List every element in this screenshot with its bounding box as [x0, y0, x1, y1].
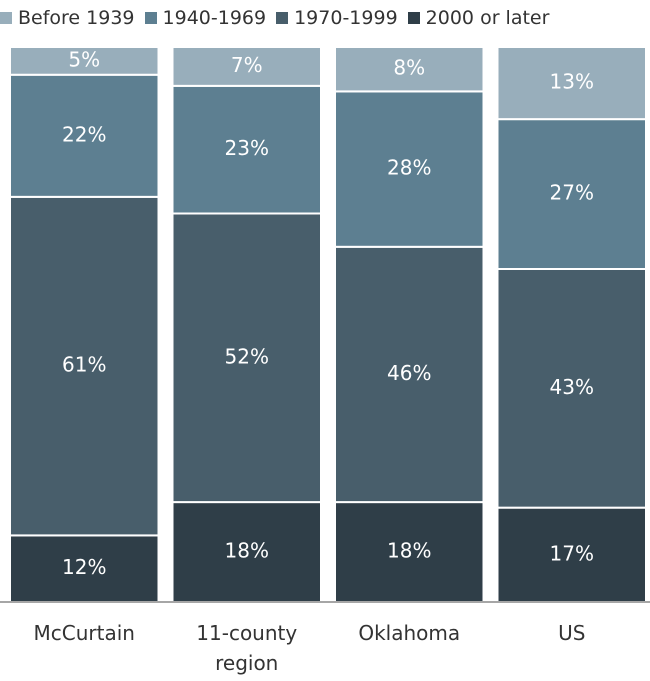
bar-segment: [9, 195, 160, 537]
bar-segment: [496, 118, 647, 271]
data-label: 22%: [62, 122, 106, 146]
data-label: 61%: [62, 353, 106, 377]
x-tick-label: 11-county region: [196, 621, 298, 675]
legend-label: 1970-1999: [294, 7, 398, 29]
legend-label: 1940-1969: [162, 7, 267, 29]
data-label: 28%: [387, 156, 431, 180]
data-label: 18%: [225, 539, 269, 563]
bar-segment: [171, 46, 322, 87]
data-label: 46%: [387, 361, 431, 385]
data-label: 8%: [393, 56, 425, 80]
bar-segment: [9, 46, 160, 76]
data-label: 43%: [550, 375, 594, 399]
bar-segment: [334, 46, 485, 93]
data-label: 52%: [225, 344, 269, 368]
data-label: 7%: [231, 53, 263, 77]
legend-swatch: [144, 12, 157, 24]
data-label: 18%: [387, 539, 431, 563]
bar-segment: [171, 84, 322, 215]
data-label: 23%: [225, 136, 269, 160]
legend-swatch: [407, 12, 420, 24]
data-label: 12%: [62, 555, 106, 579]
legend-item: 2000 or later: [407, 7, 550, 29]
bar-segment: [9, 73, 160, 198]
data-label: 17%: [550, 541, 594, 565]
data-label: 13%: [550, 70, 594, 94]
x-tick-label: Oklahoma: [358, 621, 461, 645]
bar-segment: [496, 506, 647, 603]
bar-segment: [496, 268, 647, 509]
bar-segment: [171, 501, 322, 604]
x-tick-label: McCurtain: [33, 621, 135, 645]
bar-segment: [496, 46, 647, 121]
bar-segment: [334, 90, 485, 248]
legend-item: 1970-1999: [276, 7, 398, 29]
data-label: 27%: [550, 181, 594, 205]
legend-swatch: [276, 12, 289, 24]
legend-swatch: [0, 12, 12, 24]
legend-label: 2000 or later: [425, 7, 550, 29]
bar-segment: [334, 501, 485, 604]
legend: Before 1939 1940-1969 1970-1999 2000 or lat…: [0, 0, 650, 36]
legend-label: Before 1939: [18, 7, 135, 29]
legend-item: 1940-1969: [144, 7, 267, 29]
x-tick-label: US: [558, 621, 586, 645]
legend-item: Before 1939: [0, 7, 135, 29]
data-label: 5%: [68, 47, 100, 71]
